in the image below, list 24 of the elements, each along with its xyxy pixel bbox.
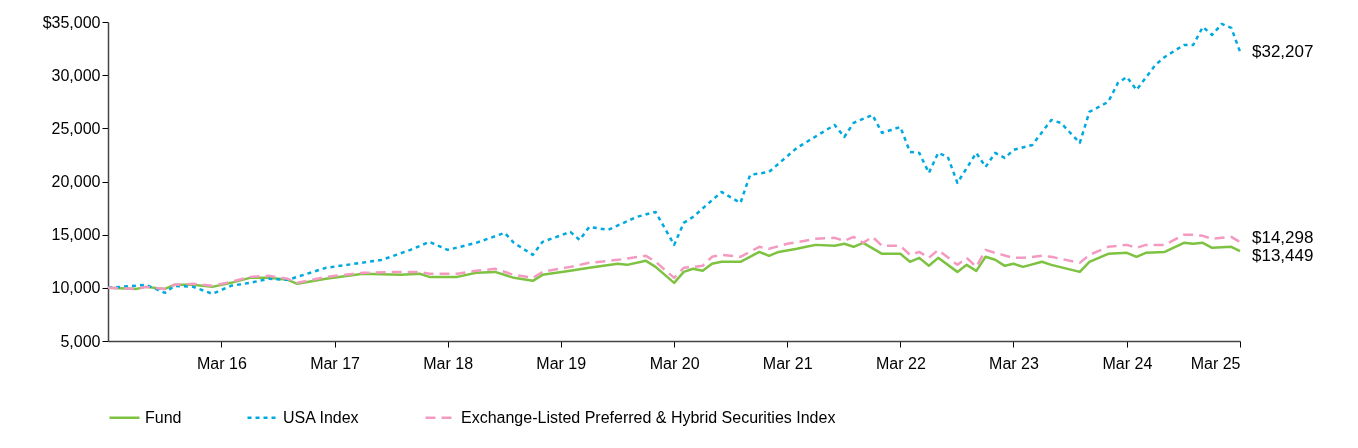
x-tick-label: Mar 19 — [536, 354, 587, 372]
data-label: $13,449 — [1252, 245, 1314, 265]
y-tick-label: 20,000 — [51, 173, 101, 190]
x-tick-label: Mar 24 — [1102, 354, 1153, 372]
x-tick-label: Mar 20 — [649, 354, 700, 372]
legend-label: Exchange-Listed Preferred & Hybrid Securities Index — [461, 408, 836, 426]
y-tick-label: $35,000 — [42, 13, 101, 31]
y-tick-label: 15,000 — [51, 226, 101, 244]
line-series — [106, 22, 1242, 296]
legend-label: USA Index — [283, 408, 359, 426]
x-tick-label: Mar 21 — [762, 354, 813, 372]
data-label: $14,298 — [1252, 227, 1314, 247]
x-tick-label: Mar 23 — [989, 354, 1039, 372]
y-tick-label: 10,000 — [51, 279, 101, 297]
x-tick-label: Mar 25 — [1190, 354, 1241, 372]
y-tick-label: 25,000 — [51, 119, 101, 137]
x-tick-label: Mar 17 — [310, 354, 361, 372]
x-tick-label: Mar 22 — [875, 354, 926, 372]
legend-label: Fund — [145, 408, 182, 426]
y-tick-label: 30,000 — [51, 66, 101, 84]
x-tick-label: Mar 18 — [423, 354, 474, 372]
x-tick-label: Mar 16 — [197, 354, 247, 372]
data-label: $32,207 — [1252, 41, 1314, 61]
y-tick-label: 5,000 — [60, 332, 101, 350]
